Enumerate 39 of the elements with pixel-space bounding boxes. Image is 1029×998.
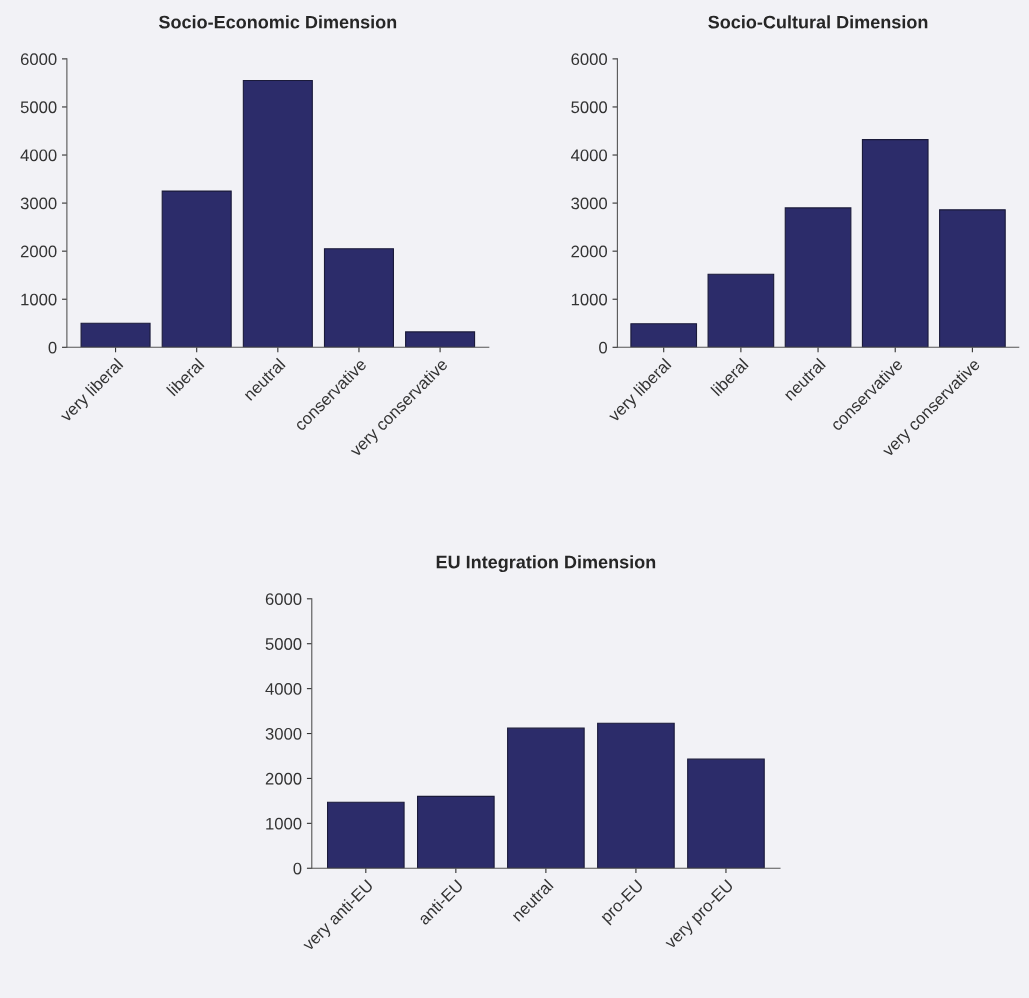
y-tick-label: 0: [293, 862, 302, 875]
y-tick-label: 3000: [571, 197, 608, 210]
y-tick-label: 3000: [265, 727, 302, 740]
bar: [242, 79, 313, 348]
bar: [323, 248, 394, 348]
y-tick-label: 6000: [265, 593, 302, 605]
y-tick-label: 5000: [571, 101, 608, 114]
bar: [687, 758, 765, 869]
y-tick-label: 4000: [265, 683, 302, 695]
y-tick-label: 6000: [20, 53, 57, 66]
chart-title: EU Integration Dimension: [436, 555, 656, 573]
bar: [80, 322, 151, 348]
y-tick-label: 1000: [571, 293, 608, 306]
y-tick-label: 2000: [571, 245, 608, 258]
bar: [507, 727, 585, 869]
bar: [707, 273, 775, 348]
bar: [405, 331, 476, 348]
bar: [630, 323, 698, 348]
y-tick-label: 6000: [571, 53, 608, 66]
bar: [861, 139, 929, 348]
chart-title: Socio-Cultural Dimension: [708, 15, 928, 29]
y-tick-label: 0: [48, 341, 57, 354]
bar: [161, 190, 232, 348]
y-tick-label: 5000: [20, 101, 57, 114]
y-tick-label: 2000: [20, 245, 57, 258]
y-tick-label: 2000: [265, 772, 302, 785]
y-tick-label: 5000: [265, 638, 302, 650]
chart-title: Socio-Economic Dimension: [158, 15, 397, 29]
bar: [597, 722, 675, 869]
bar: [784, 207, 852, 348]
y-tick-label: 4000: [20, 149, 57, 162]
bar: [417, 795, 495, 869]
bar: [939, 209, 1006, 348]
y-tick-label: 1000: [266, 817, 302, 830]
y-tick-label: 1000: [21, 293, 57, 306]
y-tick-label: 0: [599, 341, 608, 354]
y-tick-label: 4000: [570, 149, 608, 162]
bar: [326, 801, 405, 869]
y-tick-label: 3000: [20, 197, 57, 210]
